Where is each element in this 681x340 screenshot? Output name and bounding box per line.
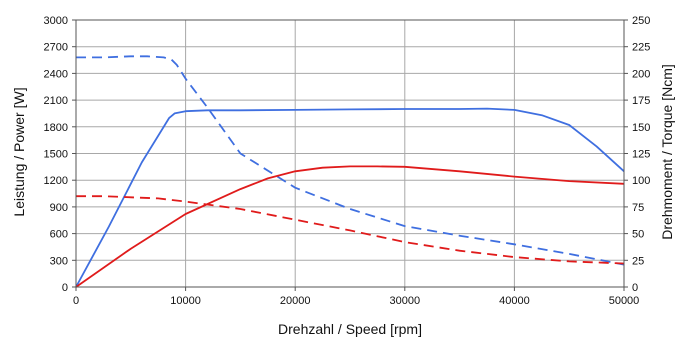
y-right-tick-label: 150 [632, 122, 650, 134]
y-right-tick-label: 50 [632, 229, 644, 241]
y-left-tick-label: 600 [50, 229, 68, 241]
y-right-tick-label: 0 [632, 282, 638, 294]
y-right-tick-labels: 0 25 50 75 100 125 150 175 200 225 250 [624, 15, 650, 294]
x-tick-label: 30000 [390, 295, 421, 307]
y-left-tick-label: 0 [62, 282, 68, 294]
y-left-tick-label: 1800 [44, 122, 68, 134]
y-left-tick-label: 1500 [44, 149, 68, 161]
x-tick-label: 40000 [499, 295, 530, 307]
y-right-axis-title: Drehmoment / Torque [Ncm] [659, 64, 675, 240]
grid [75, 19, 625, 288]
x-tick-label: 0 [73, 295, 79, 307]
y-right-tick-label: 25 [632, 255, 644, 267]
y-right-tick-label: 75 [632, 202, 644, 214]
x-tick-label: 50000 [609, 295, 640, 307]
y-right-tick-label: 175 [632, 95, 650, 107]
y-left-tick-label: 2700 [44, 42, 68, 54]
y-right-tick-label: 200 [632, 68, 650, 80]
y-right-tick-label: 100 [632, 175, 650, 187]
y-left-tick-label: 2100 [44, 95, 68, 107]
y-left-tick-label: 300 [50, 255, 68, 267]
y-right-tick-label: 125 [632, 149, 650, 161]
y-right-tick-label: 225 [632, 42, 650, 54]
x-tick-label: 10000 [170, 295, 201, 307]
series-line-red-dashed [76, 195, 625, 265]
x-axis-title: Drehzahl / Speed [rpm] [278, 321, 422, 337]
series-line-blue-solid [75, 107, 625, 288]
series-line-red-solid [75, 165, 625, 288]
x-tick-label: 20000 [280, 295, 311, 307]
y-left-tick-labels: 0 300 600 900 1200 1500 1800 2100 2400 2700 3000 [44, 15, 76, 294]
y-left-tick-label: 1200 [44, 175, 68, 187]
y-right-tick-label: 250 [632, 15, 650, 27]
x-tick-labels: 0 10000 20000 30000 40000 50000 [73, 287, 639, 307]
series-group [75, 55, 625, 288]
y-left-tick-label: 2400 [44, 68, 68, 80]
y-left-axis-title: Leistung / Power [W] [11, 87, 27, 216]
y-left-tick-label: 900 [50, 202, 68, 214]
y-left-tick-label: 3000 [44, 15, 68, 27]
series-line-blue-dashed [76, 55, 625, 266]
